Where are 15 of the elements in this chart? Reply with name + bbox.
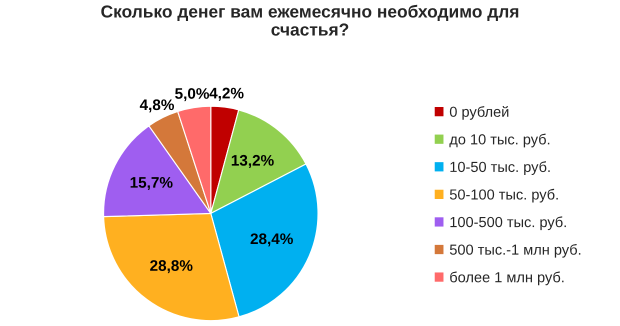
legend-label: более 1 млн руб. <box>450 272 564 286</box>
legend-label: 0 рублей <box>450 106 508 120</box>
legend-label: 500 тыс.-1 млн руб. <box>450 244 580 258</box>
data-label: 15,7% <box>130 177 173 190</box>
data-label: 28,8% <box>150 260 193 274</box>
legend-label: 100-500 тыс. руб. <box>450 216 566 230</box>
chart-title: Сколько денег вам ежемесячно необходимо для счастья? <box>101 4 518 36</box>
data-label: 5,0% <box>175 88 210 102</box>
legend-label: 50-100 тыс. руб. <box>450 188 558 203</box>
legend-label: до 10 тыс. руб. <box>449 134 550 148</box>
data-label: 28,4% <box>250 233 293 246</box>
data-label: 4,2% <box>209 88 244 101</box>
data-label: 13,2% <box>232 154 274 168</box>
legend-label: 10-50 тыс. руб. <box>450 161 550 175</box>
data-label: 4,8% <box>140 99 174 112</box>
